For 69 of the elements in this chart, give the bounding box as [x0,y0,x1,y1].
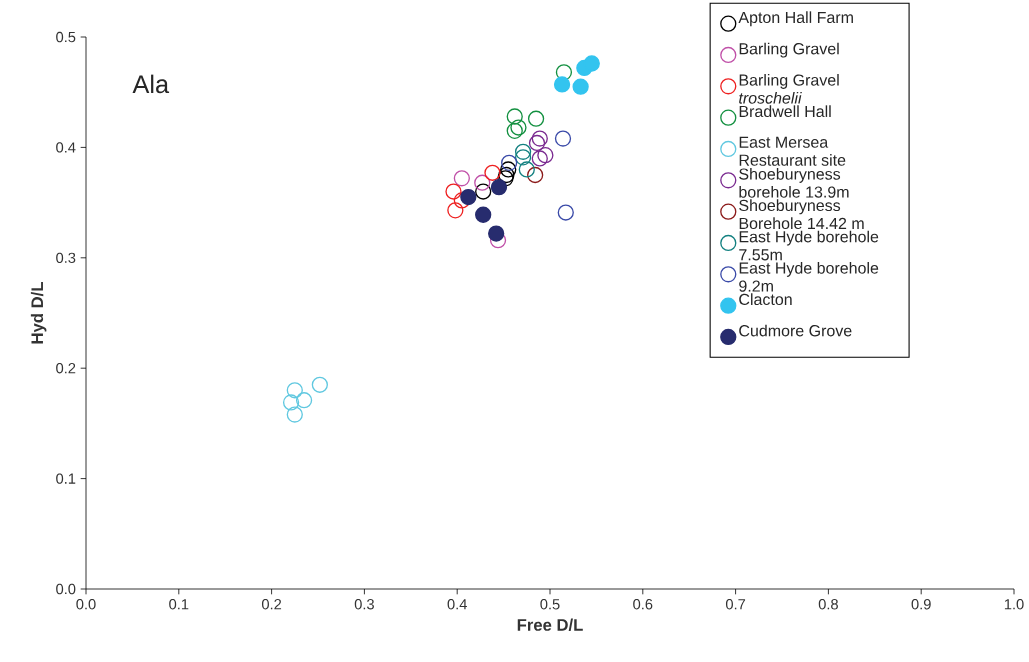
x-tick-label: 0.5 [540,599,560,610]
y-axis-title: Hyd D/L [30,282,47,344]
point [447,202,464,219]
x-tick-label: 0.3 [354,599,374,610]
legend-label: East Mersea Restaurant site [739,136,846,166]
annotation: Ala [132,74,170,94]
legend-label: Cudmore Grove [739,324,852,337]
point [497,170,514,187]
point [282,394,300,411]
x-tick-label: 0.0 [76,599,96,610]
y-tick-label: 0.5 [56,31,76,43]
point [555,64,573,81]
point [490,179,508,196]
point [453,192,470,209]
x-tick-label: 0.4 [447,599,467,610]
x-tick-label: 0.8 [818,599,838,610]
point [484,164,501,181]
point [488,225,505,242]
point [510,119,527,136]
point [557,204,574,221]
point [453,170,470,187]
point [286,382,303,399]
y-tick-label: 0.2 [56,363,76,374]
x-tick-label: 0.7 [725,599,746,610]
point [286,406,303,423]
y-tick-label: 0.4 [56,142,76,153]
legend-label: Bradwell Hall [739,105,831,118]
x-tick-label: 1.0 [1004,599,1024,610]
point [528,134,546,152]
legend-label: East Hyde borehole 9.2m [739,261,879,292]
point [514,143,532,160]
y-tick-label: 0.3 [56,252,76,263]
x-tick-label: 0.9 [911,599,931,610]
legend-label: East Hyde borehole 7.55m [739,230,879,261]
point [475,206,492,223]
x-tick-label: 0.1 [169,599,189,610]
point [500,161,517,178]
point [531,130,548,147]
point [531,150,548,167]
point [554,130,572,147]
point [527,110,545,127]
point [506,122,523,139]
legend-label: Barling Gravel troschelii [739,74,839,104]
point [445,183,462,200]
point [475,183,492,200]
point [583,55,600,72]
point [518,161,535,178]
y-tick-label: 0.0 [56,583,76,595]
legend-label: Barling Gravel [739,42,839,58]
point [474,174,491,191]
point [553,76,571,93]
point [572,78,589,95]
point [537,146,554,164]
point [460,188,477,206]
point [295,392,313,409]
point [498,166,515,184]
point [311,376,328,393]
point [506,108,523,125]
x-axis-title: Free D/L [517,618,583,631]
x-tick-label: 0.6 [633,599,653,610]
y-tick-label: 0.1 [56,473,76,484]
x-tick-label: 0.2 [261,599,282,610]
legend-label: Shoeburyness borehole 13.9m [739,168,849,198]
legend-label: Shoeburyness Borehole 14.42 m [739,199,864,230]
point [514,149,532,166]
point [527,166,544,184]
legend-label: Clacton [739,293,792,306]
legend-label: Apton Hall Farm [738,11,853,27]
point [501,154,518,171]
